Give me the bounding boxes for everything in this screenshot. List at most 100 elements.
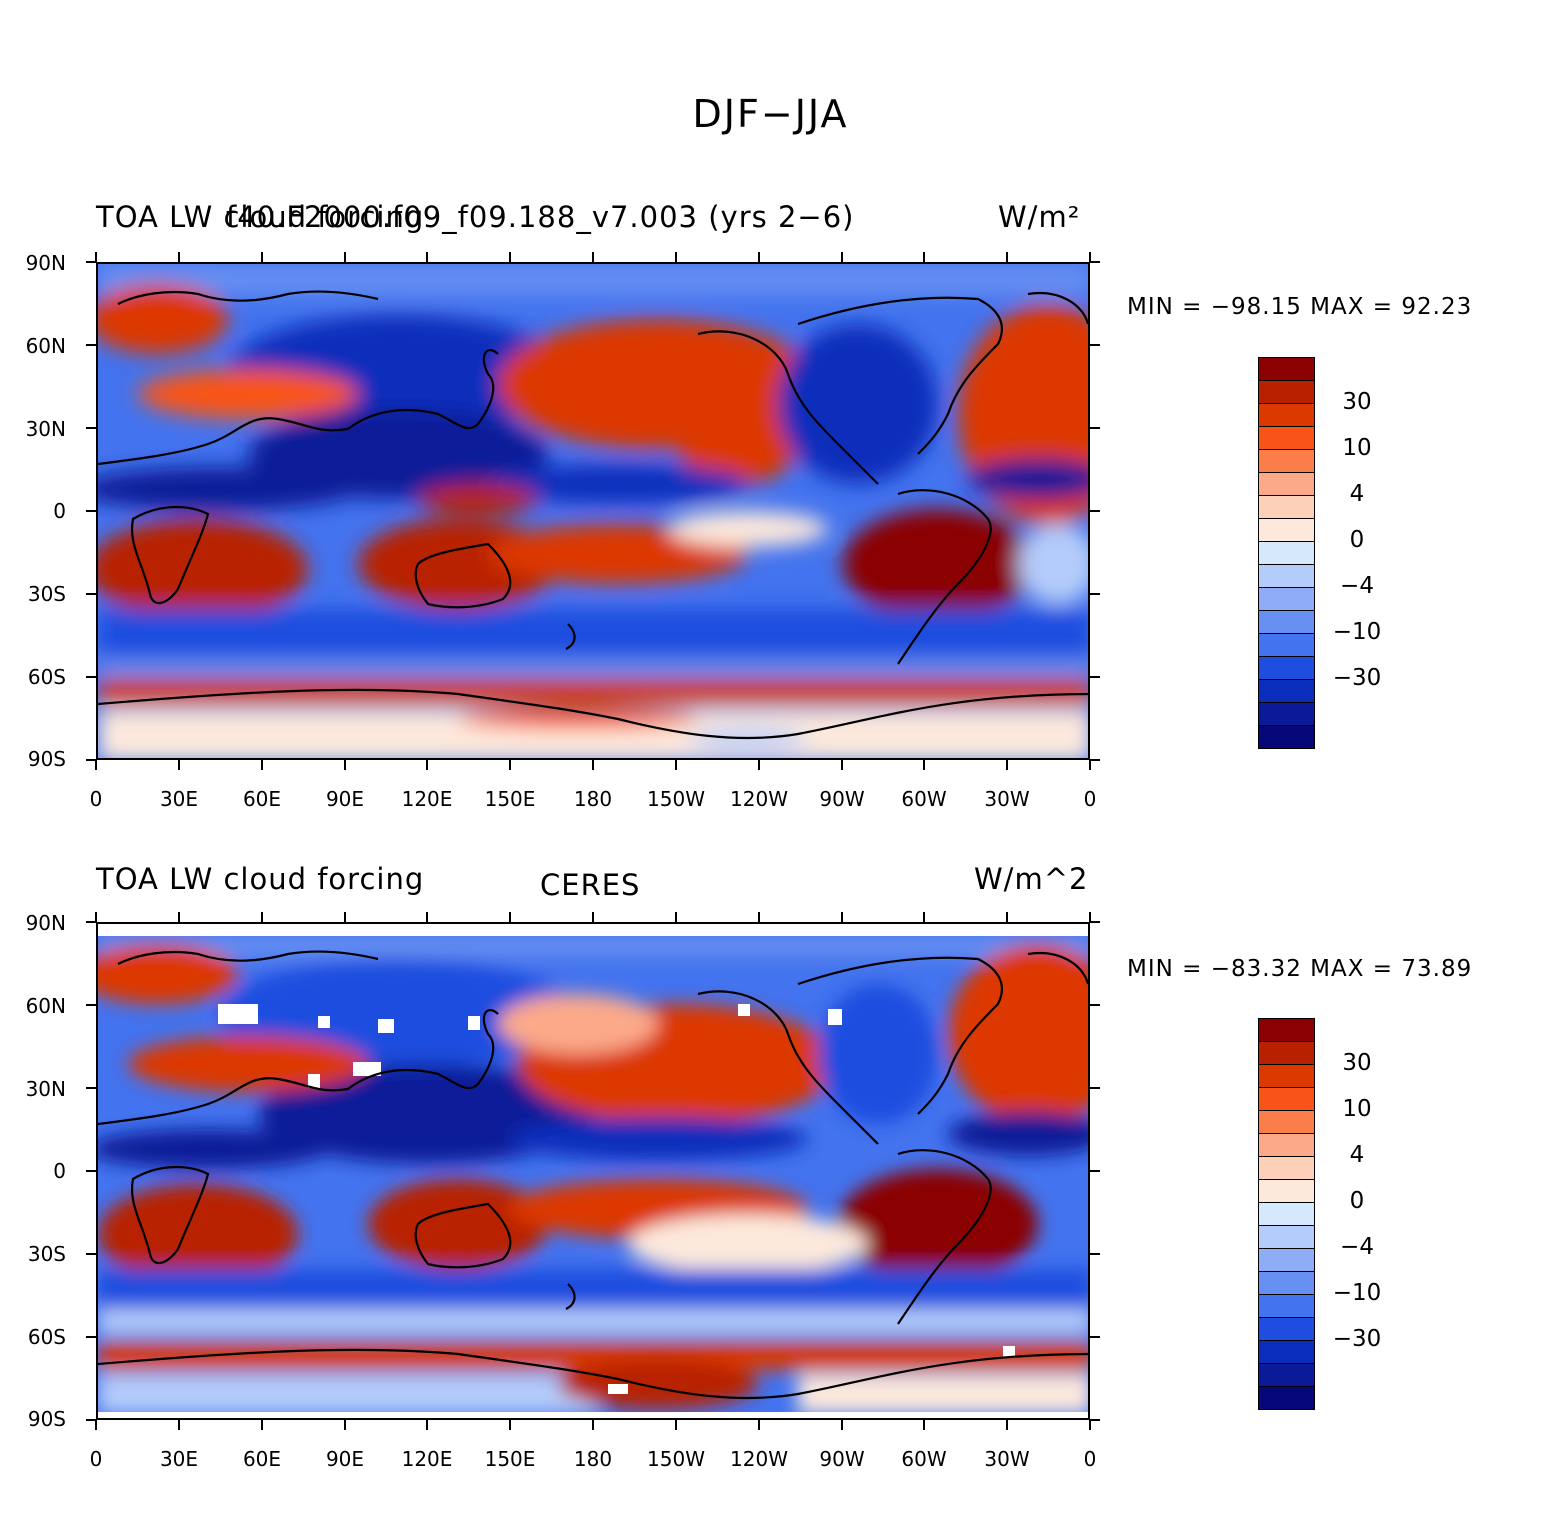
panel1-lon-label: 90E [325, 787, 365, 811]
axis-tick [1090, 510, 1100, 512]
axis-tick [1090, 593, 1100, 595]
axis-tick [177, 760, 180, 770]
axis-tick [426, 1420, 429, 1430]
axis-tick [95, 252, 97, 262]
panel2-lon-label: 120E [401, 1447, 453, 1471]
colorbar-tick-label: −10 [1332, 619, 1382, 645]
colorbar-segment [1258, 656, 1315, 680]
panel1-lat-label: 90N [25, 251, 66, 275]
axis-tick [177, 1420, 180, 1430]
axis-tick [86, 344, 96, 346]
panel2-colorbar [1258, 1018, 1315, 1410]
panel1-lat-label: 60S [27, 665, 66, 689]
axis-tick [426, 912, 429, 922]
panel1-lat-label: 90S [27, 747, 66, 771]
axis-tick [95, 760, 97, 770]
panel1-left-title: TOA LW cloud forcing [96, 200, 425, 234]
axis-tick [426, 760, 429, 770]
axis-tick [1090, 1004, 1100, 1006]
axis-tick [260, 252, 263, 262]
panel2-map [96, 922, 1090, 1420]
axis-tick [1090, 1419, 1100, 1421]
axis-tick [1090, 261, 1100, 263]
axis-tick [343, 1420, 346, 1430]
axis-tick [840, 760, 843, 770]
axis-tick [509, 760, 512, 770]
panel2-lon-label: 120W [730, 1447, 788, 1471]
axis-tick [426, 252, 429, 262]
panel2-field [98, 936, 1088, 1414]
axis-tick [1089, 760, 1091, 770]
axis-tick [1089, 912, 1091, 922]
colorbar-tick-label: 4 [1349, 481, 1365, 507]
panel1-field [98, 264, 1088, 758]
axis-tick [923, 760, 926, 770]
axis-tick [923, 1420, 926, 1430]
colorbar-tick-label: −10 [1332, 1280, 1382, 1306]
panel1-lon-label: 30W [984, 787, 1030, 811]
colorbar-segment [1258, 1386, 1315, 1410]
colorbar-segment [1258, 679, 1315, 703]
axis-tick [86, 261, 96, 263]
panel2-lon-label: 90E [325, 1447, 365, 1471]
axis-tick [86, 759, 96, 761]
colorbar-segment [1258, 449, 1315, 473]
axis-tick [1089, 252, 1091, 262]
panel2-lat-label: 60N [25, 994, 66, 1018]
colorbar-segment [1258, 1041, 1315, 1065]
panel1-lon-label: 0 [89, 787, 103, 811]
panel1-lat-label: 30N [25, 417, 66, 441]
panel2-lat-label: 0 [53, 1159, 66, 1183]
axis-tick [86, 676, 96, 678]
colorbar-segment [1258, 1202, 1315, 1226]
panel2-left-title: TOA LW cloud forcing [96, 862, 425, 896]
panel2-units: W/m^2 [974, 862, 1089, 896]
colorbar-tick-label: −30 [1332, 1326, 1382, 1352]
axis-tick [509, 1420, 512, 1430]
axis-tick [1090, 921, 1100, 923]
axis-tick [343, 252, 346, 262]
panel2-lat-label: 90S [27, 1407, 66, 1431]
axis-tick [592, 760, 594, 770]
axis-tick [592, 912, 594, 922]
colorbar-tick-label: 30 [1342, 1050, 1372, 1076]
colorbar-segment [1258, 1225, 1315, 1249]
panel1-lon-label: 150E [484, 787, 536, 811]
axis-tick [260, 760, 263, 770]
figure-title: DJF−JJA [692, 92, 849, 136]
panel1-lon-label: 120E [401, 787, 453, 811]
panel1-max: MAX = 92.23 [1310, 294, 1473, 320]
axis-tick [86, 1087, 96, 1089]
colorbar-tick-label: 10 [1342, 435, 1372, 461]
axis-tick [840, 912, 843, 922]
axis-tick [674, 1420, 677, 1430]
panel2-lon-label: 150W [647, 1447, 705, 1471]
axis-tick [177, 912, 180, 922]
panel1-lon-label: 60E [242, 787, 282, 811]
axis-tick [95, 912, 97, 922]
axis-tick [674, 912, 677, 922]
colorbar-segment [1258, 426, 1315, 450]
colorbar-tick-label: 10 [1342, 1096, 1372, 1122]
axis-tick [86, 1170, 96, 1172]
panel1-lat-label: 60N [25, 334, 66, 358]
panel2-lat-label: 60S [27, 1325, 66, 1349]
colorbar-segment [1258, 1363, 1315, 1387]
colorbar-segment [1258, 541, 1315, 565]
axis-tick [86, 1253, 96, 1255]
colorbar-segment [1258, 1179, 1315, 1203]
axis-tick [1090, 1087, 1100, 1089]
panel2-lon-label: 180 [573, 1447, 613, 1471]
panel2-lon-label: 0 [89, 1447, 103, 1471]
axis-tick [86, 593, 96, 595]
axis-tick [177, 252, 180, 262]
axis-tick [674, 252, 677, 262]
panel2-minmax: MIN = −83.32 MAX = 73.89 [1127, 956, 1472, 982]
panel1-map-svg [98, 264, 1088, 758]
panel1-lat-label: 0 [53, 499, 66, 523]
axis-tick [1090, 1253, 1100, 1255]
panel2-lon-label: 60E [242, 1447, 282, 1471]
colorbar-segment [1258, 1271, 1315, 1295]
panel1-lat-label: 30S [27, 582, 66, 606]
colorbar-segment [1258, 1133, 1315, 1157]
